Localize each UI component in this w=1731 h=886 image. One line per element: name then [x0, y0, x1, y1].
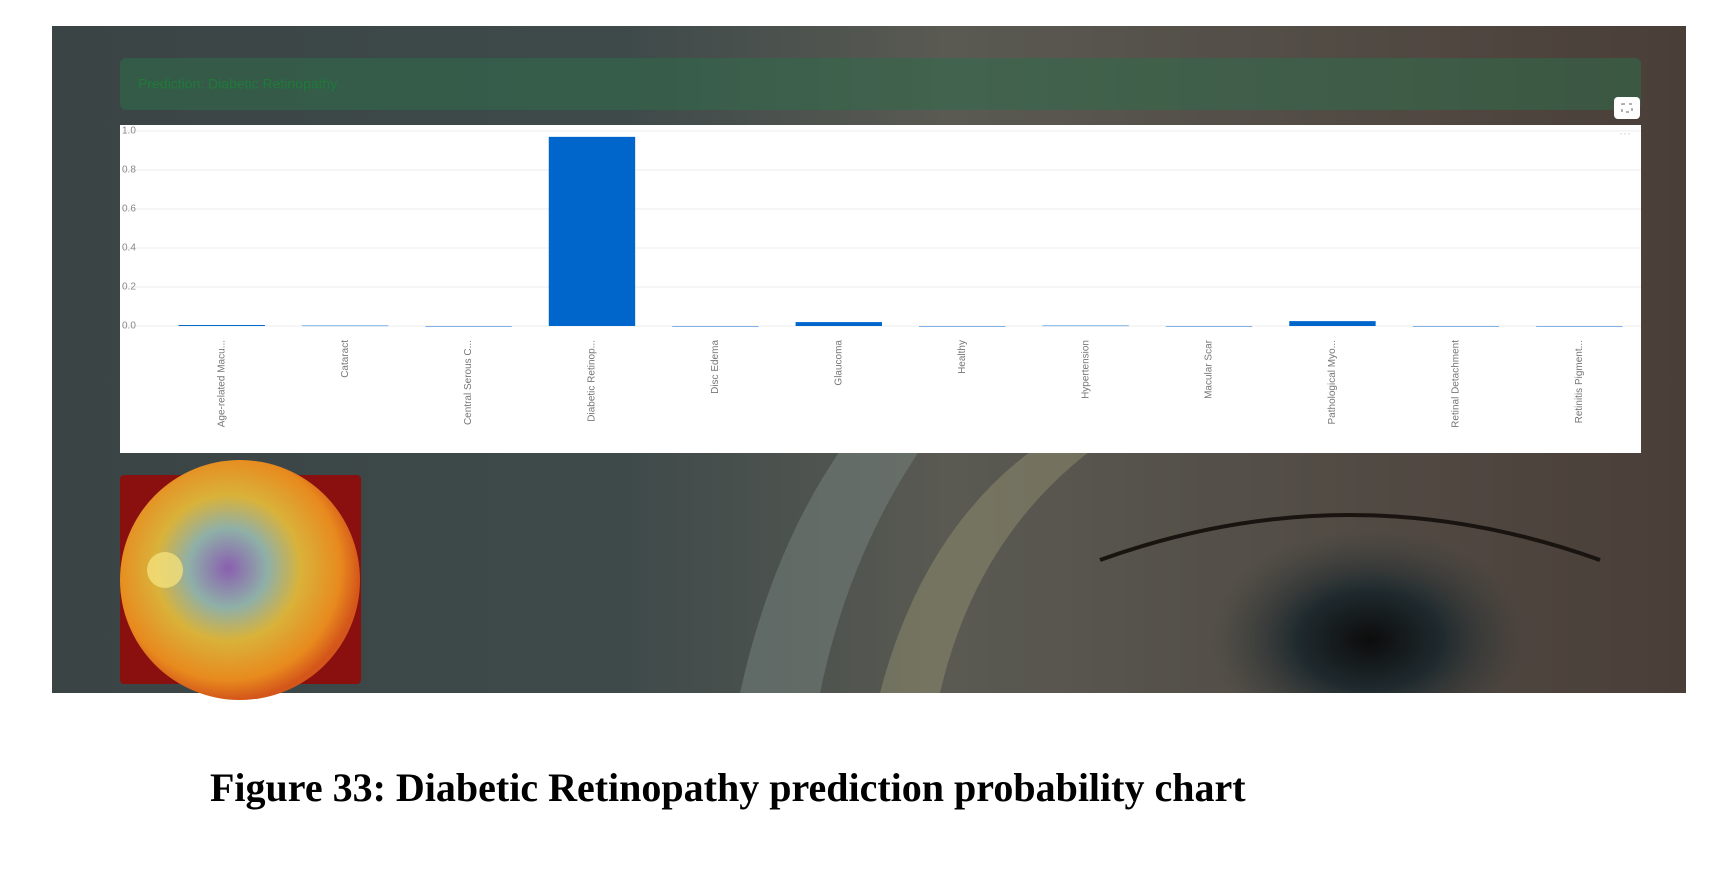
chart-area: [120, 125, 1641, 453]
bar: [919, 326, 1006, 327]
y-tick-label: 0.6: [122, 204, 136, 215]
bar: [1536, 326, 1623, 327]
x-tick-label: Macular Scar: [1204, 339, 1215, 399]
bar: [1412, 326, 1500, 327]
menu-dots[interactable]: ···: [1619, 126, 1631, 140]
bar: [301, 325, 389, 327]
y-tick-label: 0.2: [122, 282, 136, 293]
x-tick-label: Retinitis Pigment...: [1574, 340, 1585, 423]
x-tick-label: Healthy: [957, 340, 968, 374]
bar: [178, 325, 265, 326]
x-tick-label: Glaucoma: [833, 340, 844, 386]
bar: [548, 136, 636, 326]
bar: [1042, 325, 1129, 327]
x-tick-label: Cataract: [340, 340, 351, 378]
x-tick-label: Central Serous C...: [463, 340, 474, 425]
banner-text: Prediction: Diabetic Retinopathy: [138, 76, 337, 92]
bar: [1289, 321, 1376, 326]
bar: [1165, 326, 1253, 327]
plot: 0.0 0.2 0.4 0.6 0.8 1.0 Age-related Macu... Cat…: [122, 126, 1641, 428]
fullscreen-button[interactable]: [1614, 97, 1640, 119]
x-tick-label: Retinal Detachment: [1451, 340, 1462, 428]
y-tick-label: 0.4: [122, 243, 136, 254]
bar: [425, 326, 512, 327]
x-tick-label: Diabetic Retinop...: [587, 340, 598, 422]
x-tick-label: Disc Edema: [710, 340, 721, 394]
x-tick-label: Age-related Macu...: [216, 340, 227, 427]
banner: [120, 58, 1641, 110]
x-tick-label: Pathological Myo...: [1327, 340, 1338, 425]
bar: [672, 326, 759, 327]
figure-caption: Figure 33: Diabetic Retinopathy predicti…: [210, 765, 1246, 810]
x-tick-label: Hypertension: [1080, 340, 1091, 399]
y-tick-label: 0.8: [122, 165, 136, 176]
fullscreen-icon: [1621, 103, 1633, 113]
y-tick-label: 1.0: [122, 126, 136, 137]
y-tick-label: 0.0: [122, 321, 136, 332]
heatmap-image: [120, 460, 361, 700]
bar: [795, 322, 882, 326]
